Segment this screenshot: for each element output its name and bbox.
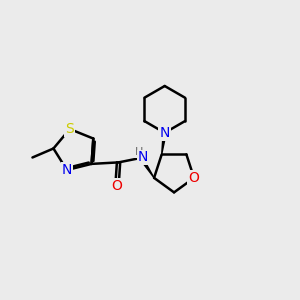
Text: S: S bbox=[65, 122, 74, 136]
Polygon shape bbox=[140, 157, 154, 178]
Polygon shape bbox=[162, 133, 166, 154]
Text: O: O bbox=[112, 179, 122, 194]
Text: N: N bbox=[62, 163, 72, 177]
Text: O: O bbox=[189, 171, 200, 185]
Text: H: H bbox=[134, 148, 143, 158]
Text: N: N bbox=[137, 150, 148, 164]
Text: N: N bbox=[160, 126, 170, 140]
